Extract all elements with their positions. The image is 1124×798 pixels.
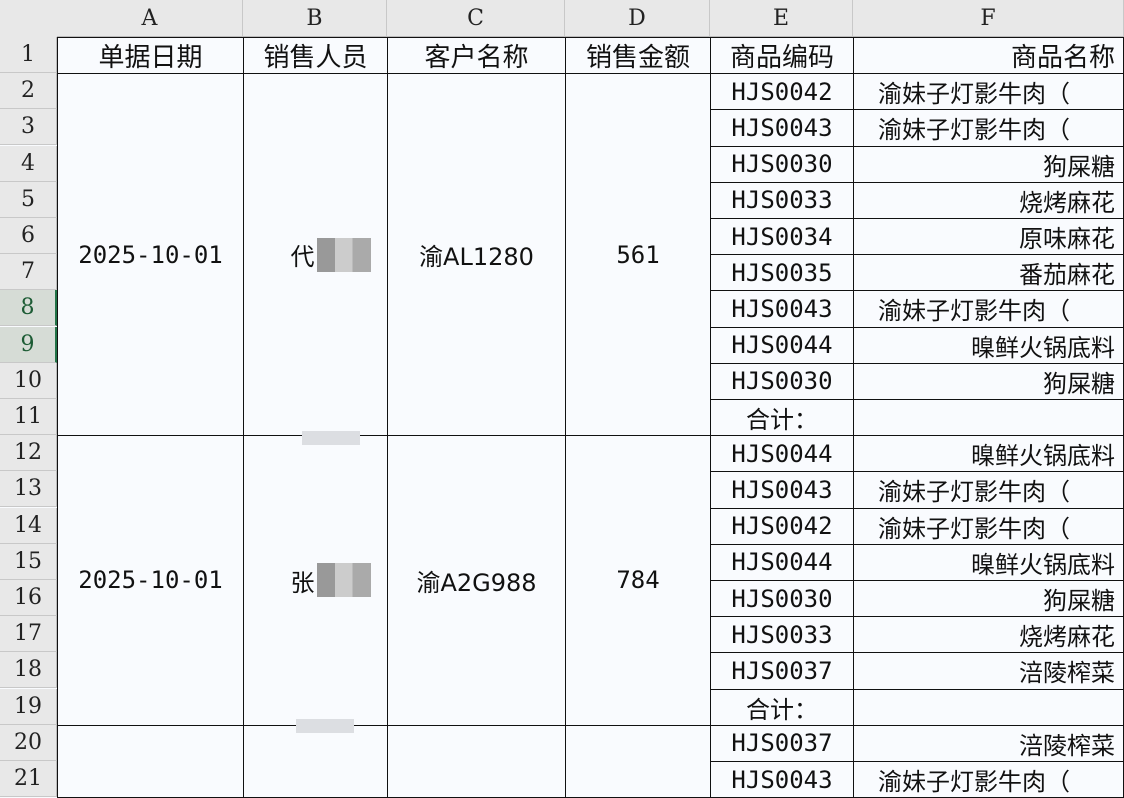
salesperson-value: 代: [290, 243, 315, 272]
header-cell-name[interactable]: 商品名称: [853, 37, 1124, 75]
merged-cell-amount[interactable]: [565, 724, 711, 798]
row-header-21[interactable]: 21: [0, 761, 57, 797]
header-cell-code[interactable]: 商品编码: [710, 37, 854, 75]
product-code-cell[interactable]: HJS0034: [710, 218, 854, 256]
row-header-7[interactable]: 7: [0, 254, 57, 291]
merged-cell-salesperson[interactable]: 代: [243, 73, 388, 437]
row-header-3[interactable]: 3: [0, 109, 57, 146]
customer-value: 渝A2G988: [416, 568, 537, 597]
product-code-cell[interactable]: HJS0043: [710, 471, 854, 509]
product-code-cell[interactable]: 合计：: [710, 688, 854, 726]
merged-cell-amount[interactable]: 561: [565, 73, 711, 437]
redaction-smudge: [302, 431, 360, 445]
product-name-cell[interactable]: 狗屎糖: [853, 362, 1124, 400]
product-name-cell[interactable]: 狗屎糖: [853, 145, 1124, 183]
product-name-cell[interactable]: 狗屎糖: [853, 580, 1124, 618]
header-cell-amount[interactable]: 销售金额: [565, 37, 711, 75]
date-value: 2025-10-01: [78, 566, 223, 595]
salesperson-value: 张: [290, 568, 315, 597]
product-code-cell[interactable]: HJS0043: [710, 290, 854, 328]
product-code-cell[interactable]: HJS0030: [710, 580, 854, 618]
redacted-name-blur: [316, 237, 371, 272]
product-code-cell[interactable]: HJS0033: [710, 616, 854, 654]
product-name-cell[interactable]: 烧烤麻花: [853, 181, 1124, 219]
product-name-cell[interactable]: 涪陵榨菜: [853, 724, 1124, 762]
header-cell-date[interactable]: 单据日期: [57, 37, 244, 75]
row-header-13[interactable]: 13: [0, 471, 57, 508]
column-header-D[interactable]: D: [565, 0, 710, 37]
column-header-A[interactable]: A: [57, 0, 243, 37]
product-code-cell[interactable]: HJS0030: [710, 145, 854, 183]
header-cell-customer[interactable]: 客户名称: [387, 37, 566, 75]
row-header-12[interactable]: 12: [0, 435, 57, 472]
merged-cell-amount[interactable]: 784: [565, 435, 711, 726]
merged-cell-salesperson[interactable]: 张: [243, 435, 388, 726]
product-name-cell[interactable]: 涪陵榨菜: [853, 652, 1124, 690]
row-header-4[interactable]: 4: [0, 145, 57, 182]
product-name-cell[interactable]: 暞鲜火锅底料: [853, 435, 1124, 473]
redacted-name-blur: [316, 563, 371, 598]
date-value: 2025-10-01: [78, 240, 223, 269]
product-code-cell[interactable]: HJS0030: [710, 362, 854, 400]
row-header-5[interactable]: 5: [0, 181, 57, 218]
product-code-cell[interactable]: HJS0037: [710, 652, 854, 690]
row-header-8[interactable]: 8: [0, 290, 57, 327]
header-cell-salesperson[interactable]: 销售人员: [243, 37, 388, 75]
column-header-F[interactable]: F: [853, 0, 1124, 37]
row-header-14[interactable]: 14: [0, 507, 57, 544]
row-header-16[interactable]: 16: [0, 580, 57, 616]
row-header-19[interactable]: 19: [0, 688, 57, 725]
product-name-cell[interactable]: 番茄麻花: [853, 254, 1124, 292]
product-name-cell[interactable]: 烧烤麻花: [853, 616, 1124, 654]
product-code-cell[interactable]: HJS0035: [710, 254, 854, 292]
product-name-cell[interactable]: [853, 399, 1124, 437]
product-name-cell[interactable]: 渝妹子灯影牛肉（: [853, 761, 1124, 798]
row-header-6[interactable]: 6: [0, 218, 57, 254]
product-code-cell[interactable]: 合计：: [710, 399, 854, 437]
merged-cell-date[interactable]: 2025-10-01: [57, 73, 244, 437]
product-code-cell[interactable]: HJS0033: [710, 181, 854, 219]
product-name-cell[interactable]: 渝妹子灯影牛肉（: [853, 471, 1124, 509]
product-code-cell[interactable]: HJS0044: [710, 435, 854, 473]
product-name-cell[interactable]: 暞鲜火锅底料: [853, 326, 1124, 364]
row-header-11[interactable]: 11: [0, 399, 57, 435]
row-header-10[interactable]: 10: [0, 362, 57, 399]
row-header-2[interactable]: 2: [0, 73, 57, 110]
product-name-cell[interactable]: 渝妹子灯影牛肉（: [853, 507, 1124, 545]
customer-value: 渝AL1280: [419, 243, 534, 272]
merged-cell-salesperson[interactable]: [243, 724, 388, 798]
product-name-cell[interactable]: 渝妹子灯影牛肉（: [853, 290, 1124, 328]
column-header-E[interactable]: E: [710, 0, 853, 37]
row-header-17[interactable]: 17: [0, 616, 57, 653]
merged-cell-customer[interactable]: 渝AL1280: [387, 73, 566, 437]
merged-cell-customer[interactable]: [387, 724, 566, 798]
product-code-cell[interactable]: HJS0044: [710, 543, 854, 581]
merged-cell-date[interactable]: [57, 724, 244, 798]
select-all-corner[interactable]: [0, 0, 57, 37]
product-code-cell[interactable]: HJS0037: [710, 724, 854, 762]
redaction-smudge: [296, 719, 354, 733]
row-header-18[interactable]: 18: [0, 652, 57, 689]
row-header-20[interactable]: 20: [0, 724, 57, 761]
product-name-cell[interactable]: 渝妹子灯影牛肉（: [853, 109, 1124, 147]
column-header-C[interactable]: C: [387, 0, 565, 37]
product-name-cell[interactable]: 渝妹子灯影牛肉（: [853, 73, 1124, 111]
amount-value: 784: [616, 566, 660, 595]
product-name-cell[interactable]: 暞鲜火锅底料: [853, 543, 1124, 581]
merged-cell-date[interactable]: 2025-10-01: [57, 435, 244, 726]
merged-cell-customer[interactable]: 渝A2G988: [387, 435, 566, 726]
product-code-cell[interactable]: HJS0042: [710, 507, 854, 545]
product-code-cell[interactable]: HJS0043: [710, 109, 854, 147]
product-name-cell[interactable]: 原味麻花: [853, 218, 1124, 256]
row-header-9[interactable]: 9: [0, 326, 57, 363]
product-code-cell[interactable]: HJS0044: [710, 326, 854, 364]
amount-value: 561: [616, 240, 660, 269]
row-header-15[interactable]: 15: [0, 543, 57, 580]
product-name-cell[interactable]: [853, 688, 1124, 726]
product-code-cell[interactable]: HJS0043: [710, 761, 854, 798]
row-header-1[interactable]: 1: [0, 37, 57, 73]
column-header-B[interactable]: B: [243, 0, 387, 37]
product-code-cell[interactable]: HJS0042: [710, 73, 854, 111]
